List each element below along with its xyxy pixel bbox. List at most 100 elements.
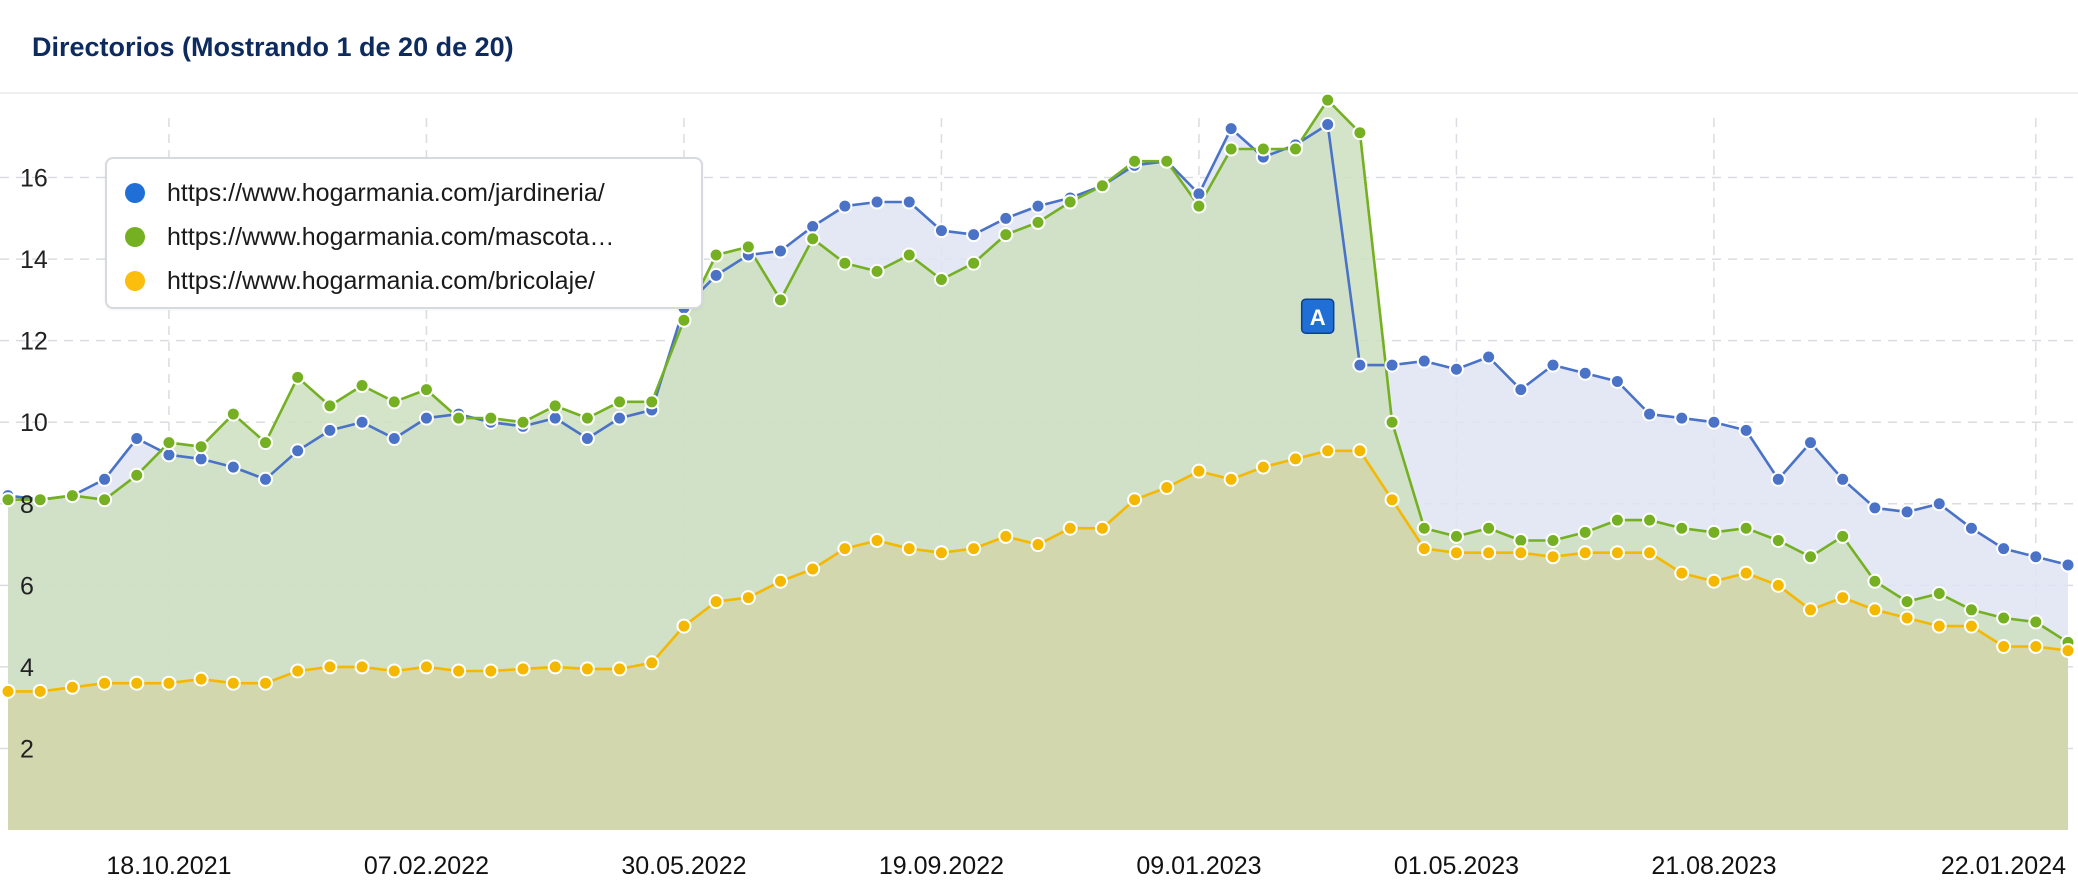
data-point [1513, 532, 1529, 548]
data-point [869, 532, 885, 548]
data-point [1191, 186, 1207, 202]
data-point [676, 312, 692, 328]
data-point [161, 447, 177, 463]
data-point [1191, 198, 1207, 214]
data-point [1030, 198, 1046, 214]
data-point [966, 541, 982, 557]
data-point [1996, 541, 2012, 557]
data-point [1706, 414, 1722, 430]
data-point [1770, 532, 1786, 548]
data-point [966, 227, 982, 243]
data-point [1609, 373, 1625, 389]
data-point [129, 675, 145, 691]
data-point [708, 247, 724, 263]
data-point [837, 541, 853, 557]
data-point [933, 545, 949, 561]
data-point [1835, 590, 1851, 606]
data-point [1481, 520, 1497, 536]
series-points [0, 92, 2076, 699]
y-tick-label: 16 [20, 165, 48, 193]
data-point [354, 378, 370, 394]
data-point [1384, 357, 1400, 373]
data-point [901, 247, 917, 263]
y-tick-label: 12 [20, 328, 48, 356]
data-point [1609, 545, 1625, 561]
series-areas [8, 100, 2068, 831]
data-point [1674, 565, 1690, 581]
data-point [1191, 463, 1207, 479]
data-point [579, 661, 595, 677]
data-point [998, 528, 1014, 544]
data-point [97, 471, 113, 487]
data-point [418, 410, 434, 426]
data-point [1062, 194, 1078, 210]
data-point [708, 267, 724, 283]
data-point [64, 679, 80, 695]
data-point [2060, 643, 2076, 659]
data-point [64, 488, 80, 504]
data-point [1835, 528, 1851, 544]
data-point [451, 663, 467, 679]
data-point [869, 194, 885, 210]
data-point [1288, 451, 1303, 467]
data-point [1835, 471, 1851, 487]
y-tick-label: 10 [20, 409, 48, 437]
data-point [97, 492, 113, 508]
data-point [1416, 520, 1432, 536]
data-point [612, 661, 628, 677]
data-point [805, 561, 821, 577]
x-tick-label: 19.09.2022 [879, 852, 1004, 880]
data-point [354, 414, 370, 430]
data-point [161, 675, 177, 691]
data-point [1127, 153, 1143, 169]
data-point [1674, 520, 1690, 536]
data-point [2028, 614, 2044, 630]
data-point [258, 675, 273, 691]
data-point [1448, 545, 1464, 561]
data-point [1545, 532, 1561, 548]
data-point [1706, 573, 1722, 589]
data-point [1931, 496, 1947, 512]
data-point [290, 369, 306, 385]
data-point [1384, 414, 1400, 430]
legend-item-mascotas[interactable]: https://www.hogarmania.com/mascota… [125, 215, 701, 259]
data-point [1867, 500, 1883, 516]
data-point [386, 663, 402, 679]
data-point [258, 471, 273, 487]
data-point [547, 410, 563, 426]
annotation-label: A [1310, 305, 1326, 330]
data-point [483, 410, 499, 426]
data-point [998, 210, 1014, 226]
data-point [773, 243, 788, 259]
data-point [773, 292, 788, 308]
data-point [386, 394, 402, 410]
data-point [1320, 443, 1336, 459]
y-tick-label: 14 [20, 246, 48, 274]
data-point [1738, 422, 1754, 438]
data-point [901, 194, 917, 210]
data-point [579, 410, 595, 426]
chart-legend: https://www.hogarmania.com/jardineria/ h… [105, 157, 703, 309]
legend-item-bricolaje[interactable]: https://www.hogarmania.com/bricolaje/ [125, 259, 701, 303]
series-area [8, 450, 2068, 830]
data-point [1062, 520, 1078, 536]
legend-item-jardineria[interactable]: https://www.hogarmania.com/jardineria/ [125, 171, 701, 215]
data-point [1867, 573, 1883, 589]
data-point [0, 492, 16, 508]
data-point [1642, 545, 1658, 561]
data-point [193, 439, 209, 455]
data-point [837, 198, 853, 214]
data-point [966, 255, 982, 271]
data-point [644, 655, 660, 671]
data-point [515, 414, 531, 430]
data-point [805, 218, 821, 234]
data-point [612, 394, 628, 410]
data-point [1448, 361, 1464, 377]
data-point [1803, 435, 1818, 451]
data-point [1899, 594, 1915, 610]
data-point [1738, 520, 1754, 536]
data-point [1030, 537, 1046, 553]
data-point [869, 263, 885, 279]
data-point [773, 573, 788, 589]
data-point [0, 683, 16, 699]
